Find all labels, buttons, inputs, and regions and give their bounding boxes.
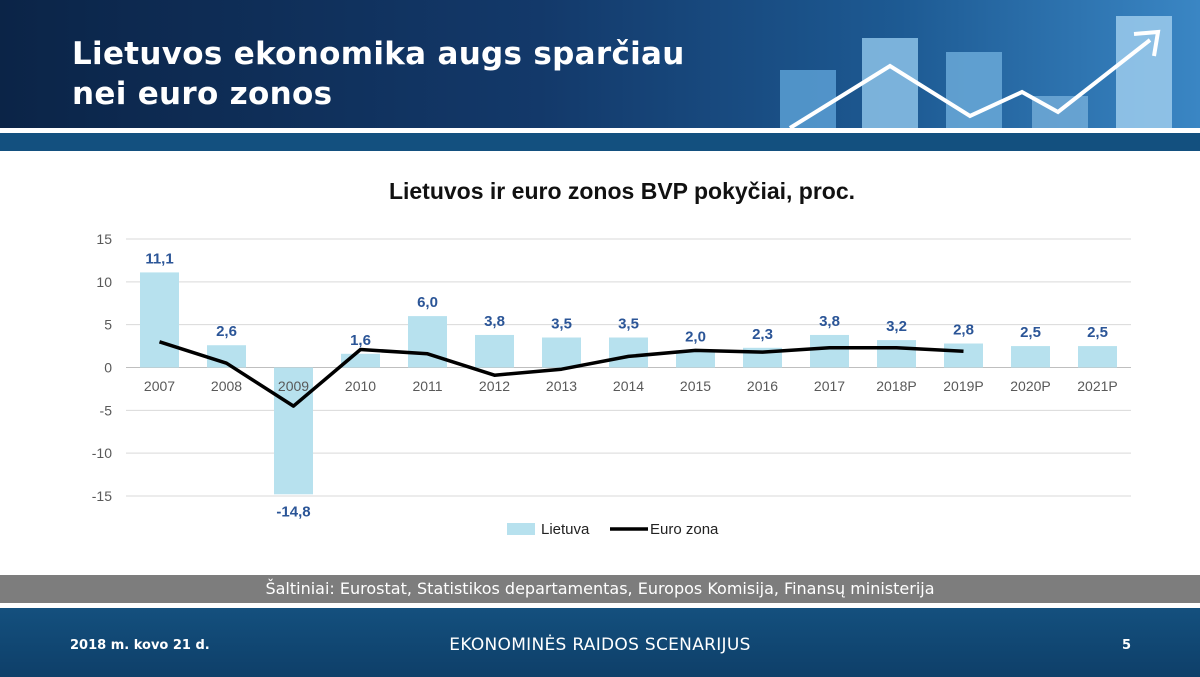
data-label-2012: 3,8 <box>484 313 505 330</box>
chart-legend: Lietuva Euro zona <box>507 521 719 538</box>
bar-2012 <box>475 334 514 368</box>
x-tick-label: 2020P <box>1010 378 1050 394</box>
legend-label-euro-zona: Euro zona <box>650 521 719 538</box>
bar-2021P <box>1078 346 1117 368</box>
sources-note: Šaltiniai: Eurostat, Statistikos departa… <box>0 575 1200 603</box>
deco-bar-2 <box>862 38 918 133</box>
data-label-2016: 2,3 <box>752 326 773 343</box>
deco-trend-line <box>788 38 1152 130</box>
footer-title: EKONOMINĖS RAIDOS SCENARIJUS <box>449 635 751 655</box>
euro-zona-line-layer <box>158 340 964 408</box>
data-label-2013: 3,5 <box>551 316 572 333</box>
y-tick-label: -5 <box>100 402 113 418</box>
legend-label-lietuva: Lietuva <box>541 521 590 538</box>
footer-date: 2018 m. kovo 21 d. <box>70 638 210 653</box>
bar-2015 <box>676 350 715 368</box>
bar-2018P <box>877 340 916 368</box>
euro-zona-line <box>158 340 964 408</box>
data-label-2009: -14,8 <box>276 503 310 520</box>
x-tick-label: 2018P <box>876 378 916 394</box>
y-tick-label: -10 <box>92 445 112 461</box>
data-label-2020P: 2,5 <box>1020 324 1041 341</box>
x-tick-label: 2017 <box>814 378 845 394</box>
deco-arrow-head <box>1133 29 1161 57</box>
data-label-2019P: 2,8 <box>953 322 974 339</box>
slide-title: Lietuvos ekonomika augs sparčiau nei eur… <box>72 36 685 112</box>
x-tick-label: 2021P <box>1077 378 1117 394</box>
slide-header: Lietuvos ekonomika augs sparčiau nei eur… <box>0 0 1200 133</box>
x-axis-tick-labels: 2007 2008 2009 2010 2011 2012 2013 2014 2015 2016… <box>144 378 1118 394</box>
x-tick-label: 2008 <box>211 378 242 394</box>
y-tick-label: 15 <box>96 231 112 247</box>
x-tick-label: 2009 <box>278 378 309 394</box>
x-tick-label: 2013 <box>546 378 577 394</box>
header-divider-blue <box>0 133 1200 151</box>
header-divider-white <box>0 128 1200 133</box>
deco-bar-5 <box>1116 16 1172 133</box>
data-label-2008: 2,6 <box>216 323 237 340</box>
gdp-chart: 15 10 5 0 -5 -10 -15 11,1 2,6 -14,8 1,6 6,0 3,8 3,5 3… <box>92 231 1131 538</box>
bar-2009 <box>274 367 313 495</box>
data-label-2017: 3,8 <box>819 313 840 330</box>
growth-graphic-decoration <box>780 16 1172 133</box>
x-tick-label: 2016 <box>747 378 778 394</box>
y-tick-label: 0 <box>104 360 112 376</box>
bar-2019P <box>944 343 983 368</box>
data-label-2014: 3,5 <box>618 316 639 333</box>
x-tick-label: 2015 <box>680 378 711 394</box>
data-label-2015: 2,0 <box>685 328 706 345</box>
chart-title: Lietuvos ir euro zonos BVP pokyčiai, pro… <box>388 178 856 204</box>
page-number: 5 <box>1122 638 1132 653</box>
bar-2013 <box>542 337 581 368</box>
data-label-2018P: 3,2 <box>886 318 907 335</box>
bar-2008 <box>207 345 246 368</box>
slide-footer: 2018 m. kovo 21 d. EKONOMINĖS RAIDOS SCE… <box>0 608 1200 677</box>
x-tick-label: 2010 <box>345 378 376 394</box>
legend-swatch-lietuva <box>507 523 535 535</box>
data-label-2011: 6,0 <box>417 294 438 311</box>
y-axis-tick-labels: 15 10 5 0 -5 -10 -15 <box>92 231 112 504</box>
bar-2014 <box>609 337 648 368</box>
y-tick-label: 5 <box>104 317 112 333</box>
x-tick-label: 2019P <box>943 378 983 394</box>
x-tick-label: 2012 <box>479 378 510 394</box>
x-tick-label: 2007 <box>144 378 175 394</box>
y-tick-label: 10 <box>96 274 112 290</box>
x-tick-label: 2014 <box>613 378 644 394</box>
y-tick-label: -15 <box>92 488 112 504</box>
deco-bar-1 <box>780 70 836 133</box>
bar-data-labels: 11,1 2,6 -14,8 1,6 6,0 3,8 3,5 3,5 2,0 2,3 3,8 3,2 2… <box>145 250 1108 520</box>
lietuva-bars <box>140 272 1117 495</box>
data-label-2021P: 2,5 <box>1087 324 1108 341</box>
deco-bar-3 <box>946 52 1002 133</box>
bar-2007 <box>140 272 179 368</box>
bar-2017 <box>810 334 849 368</box>
bar-2020P <box>1011 346 1050 368</box>
data-label-2007: 11,1 <box>145 250 173 267</box>
x-tick-label: 2011 <box>412 378 442 394</box>
data-label-2010: 1,6 <box>350 332 371 349</box>
